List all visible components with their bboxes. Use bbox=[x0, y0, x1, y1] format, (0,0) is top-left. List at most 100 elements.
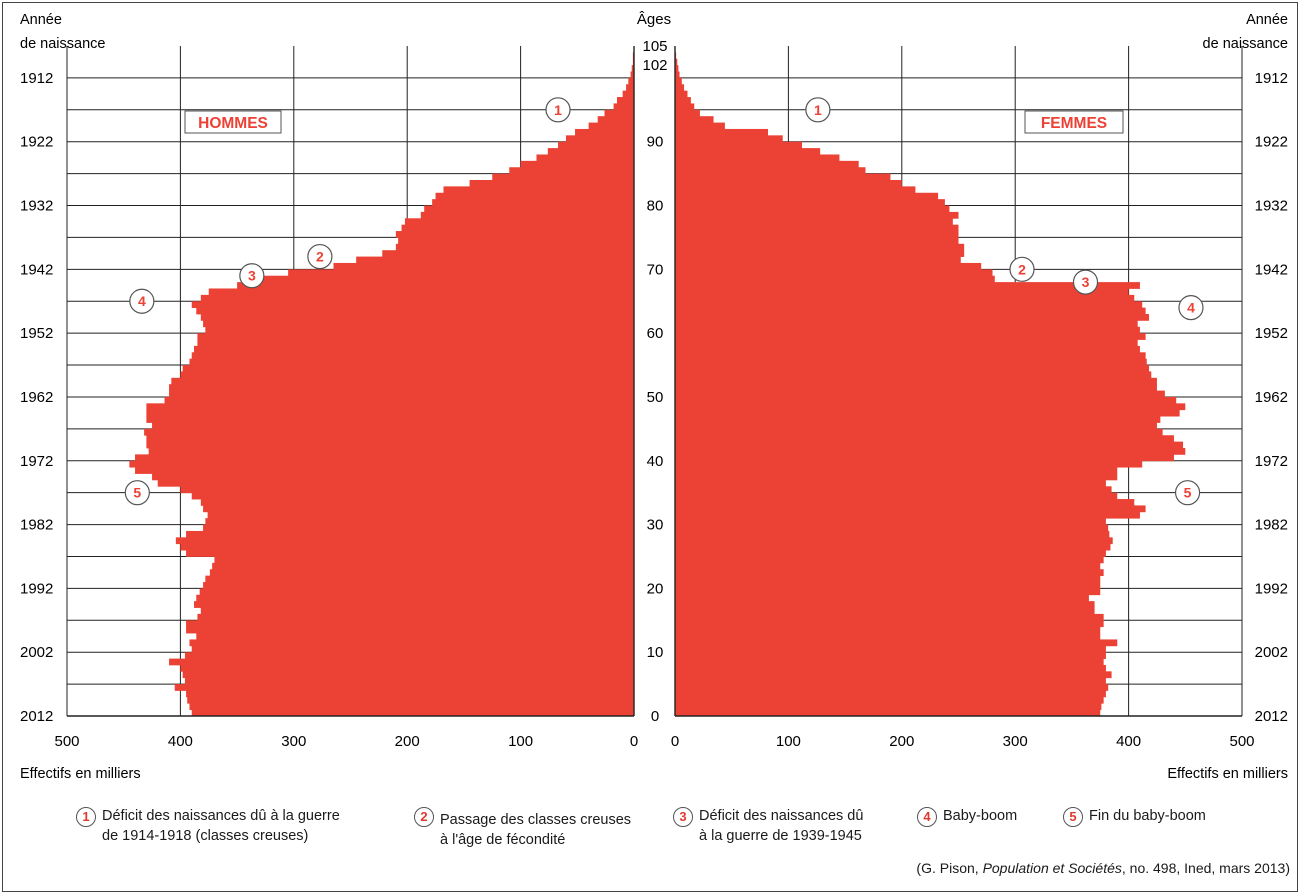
women-label-box bbox=[1024, 110, 1124, 134]
bar-women-age-30 bbox=[675, 518, 1106, 525]
men-label: HOMMES bbox=[198, 115, 268, 132]
x-tick-men: 100 bbox=[508, 733, 533, 750]
x-tick-men: 400 bbox=[168, 733, 193, 750]
year-tick-left: 2012 bbox=[20, 708, 53, 725]
bar-men-age-24 bbox=[214, 556, 635, 564]
annotation-circle-men-2 bbox=[307, 243, 333, 270]
source-suffix: , no. 498, Ined, mars 2013) bbox=[1121, 860, 1290, 876]
bar-men-age-48 bbox=[146, 403, 634, 411]
year-tick-left: 1922 bbox=[20, 134, 53, 151]
year-tick-right: 2012 bbox=[1255, 708, 1288, 725]
legend-item-4: 4 Baby-boom bbox=[917, 806, 1017, 827]
bar-men-age-17 bbox=[194, 601, 634, 608]
bar-men-age-10 bbox=[191, 645, 635, 653]
bar-men-age-29 bbox=[203, 524, 634, 532]
bar-men-age-83 bbox=[469, 180, 634, 187]
bar-men-age-62 bbox=[200, 314, 634, 321]
bar-women-age-81 bbox=[675, 192, 939, 200]
age-tick: 10 bbox=[647, 644, 664, 661]
annotation-number-women-2: 2 bbox=[1018, 261, 1026, 277]
bar-men-age-64 bbox=[191, 301, 635, 309]
bar-women-age-79 bbox=[675, 205, 950, 213]
year-tick-right: 1962 bbox=[1255, 389, 1288, 406]
bar-women-age-86 bbox=[675, 160, 859, 168]
bar-men-age-74 bbox=[398, 237, 634, 245]
bar-women-age-41 bbox=[675, 448, 1186, 455]
bar-women-age-1 bbox=[675, 703, 1102, 711]
bar-women-age-29 bbox=[675, 524, 1109, 532]
bar-women-age-74 bbox=[675, 237, 959, 245]
bar-women-age-56 bbox=[675, 352, 1146, 360]
bar-men-age-32 bbox=[203, 505, 634, 513]
bar-women-age-53 bbox=[675, 371, 1152, 379]
bar-men-age-47 bbox=[146, 409, 634, 417]
bar-women-age-54 bbox=[675, 365, 1150, 372]
bar-women-age-19 bbox=[675, 588, 1101, 596]
age-tick: 0 bbox=[651, 708, 659, 725]
annotation-circle-women-2 bbox=[1009, 256, 1035, 282]
year-tick-left: 2002 bbox=[20, 644, 53, 661]
bar-women-age-83 bbox=[675, 180, 902, 187]
bar-men-age-37 bbox=[152, 473, 635, 481]
bar-women-age-84 bbox=[675, 173, 891, 181]
bar-men-age-92 bbox=[588, 122, 634, 130]
annotation-circle-women-3 bbox=[1072, 269, 1099, 295]
bar-men-age-94 bbox=[604, 109, 634, 117]
bar-men-age-97 bbox=[622, 90, 634, 98]
bar-women-age-61 bbox=[675, 320, 1138, 328]
bar-men-age-69 bbox=[288, 269, 634, 277]
legend-text-5: Fin du baby-boom bbox=[1089, 808, 1206, 824]
bar-women-age-65 bbox=[675, 294, 1135, 302]
bar-women-age-101 bbox=[675, 65, 679, 72]
bar-men-age-16 bbox=[200, 607, 634, 615]
bar-men-age-63 bbox=[196, 307, 634, 315]
bar-women-age-22 bbox=[675, 569, 1104, 577]
bar-men-age-73 bbox=[395, 243, 634, 251]
bar-men-age-87 bbox=[536, 154, 634, 162]
bar-women-age-64 bbox=[675, 301, 1143, 309]
bar-men-age-14 bbox=[186, 620, 634, 628]
bar-women-age-0 bbox=[675, 709, 1101, 717]
bar-women-age-67 bbox=[675, 282, 1140, 289]
bar-women-age-89 bbox=[675, 141, 803, 149]
bar-women-age-42 bbox=[675, 441, 1184, 449]
legend-text-2: Passage des classes creuses à l'âge de f… bbox=[440, 812, 632, 848]
bar-women-age-78 bbox=[675, 211, 959, 219]
bar-men-age-85 bbox=[509, 167, 634, 175]
bar-men-age-42 bbox=[146, 441, 634, 449]
source-journal: Population et Sociétés bbox=[982, 860, 1122, 876]
bar-men-age-23 bbox=[212, 562, 635, 570]
bar-women-age-66 bbox=[675, 288, 1129, 296]
bar-women-age-3 bbox=[675, 690, 1106, 698]
bar-women-age-25 bbox=[675, 550, 1106, 557]
annotation-circle-women-1 bbox=[805, 97, 831, 123]
age-tick: 90 bbox=[647, 134, 664, 151]
bar-men-age-93 bbox=[597, 116, 634, 123]
bar-men-age-1 bbox=[189, 703, 635, 711]
annotation-circle-men-5 bbox=[124, 480, 150, 506]
annotation-number-women-3: 3 bbox=[1082, 274, 1090, 290]
legend-item-5: 5 Fin du baby-boom bbox=[1063, 806, 1206, 827]
bar-men-age-25 bbox=[186, 550, 634, 557]
bar-women-age-60 bbox=[675, 326, 1140, 334]
bar-women-age-27 bbox=[675, 537, 1113, 545]
bar-women-age-8 bbox=[675, 658, 1104, 666]
x-tick-women: 400 bbox=[1116, 733, 1141, 750]
bar-women-age-72 bbox=[675, 250, 965, 257]
bar-men-age-49 bbox=[164, 396, 635, 404]
bar-women-age-88 bbox=[675, 148, 821, 155]
bar-men-age-96 bbox=[616, 97, 634, 104]
bar-women-age-31 bbox=[675, 511, 1140, 519]
bar-men-age-15 bbox=[197, 613, 634, 621]
bar-women-age-85 bbox=[675, 167, 866, 175]
legend-item-3: 3 Déficit des naissances dû à la guerre … bbox=[673, 806, 863, 846]
bar-women-age-28 bbox=[675, 530, 1110, 538]
age-tick: 70 bbox=[647, 261, 664, 278]
bar-women-age-16 bbox=[675, 607, 1095, 615]
x-axis-label-men: Effectifs en milliers bbox=[20, 766, 141, 782]
bar-women-age-13 bbox=[675, 626, 1101, 634]
year-tick-left: 1932 bbox=[20, 198, 53, 215]
annotation-circle-men-4 bbox=[129, 288, 155, 314]
bar-women-age-47 bbox=[675, 409, 1180, 417]
year-axis-title-right-line2: de naissance bbox=[1203, 36, 1288, 52]
